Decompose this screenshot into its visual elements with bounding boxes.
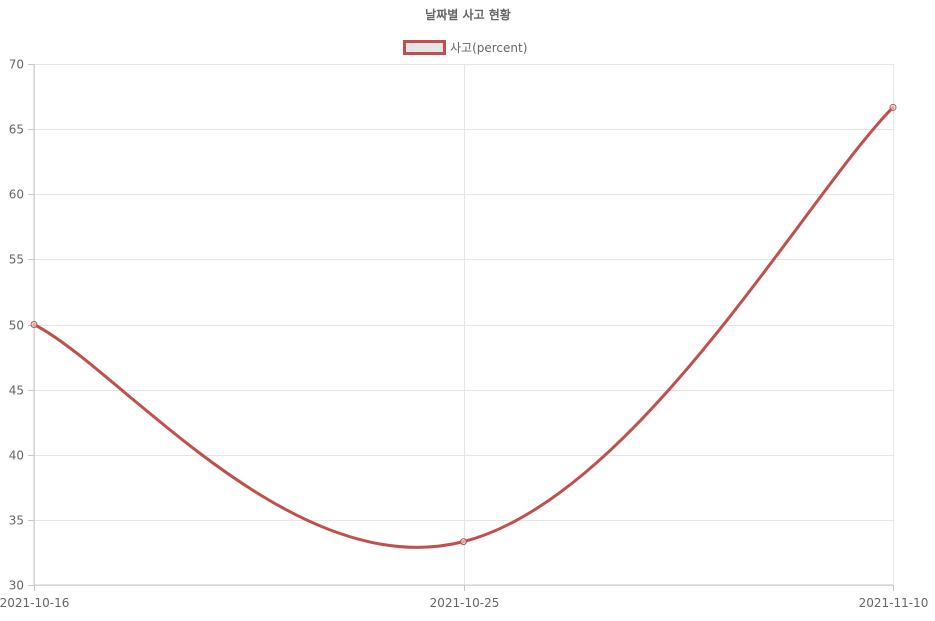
y-tick-label: 60 bbox=[9, 188, 24, 202]
x-tick-label: 2021-10-16 bbox=[0, 596, 69, 610]
legend-label[interactable]: 사고(percent) bbox=[450, 41, 527, 55]
x-axis-ticks: 2021-10-16 2021-10-25 2021-11-10 bbox=[0, 585, 928, 610]
chart-title: 날짜별 사고 현황 bbox=[425, 7, 511, 22]
y-gridlines bbox=[34, 64, 893, 586]
x-tick-label: 2021-11-10 bbox=[859, 596, 929, 610]
x-gridlines bbox=[34, 64, 894, 585]
legend-swatch[interactable] bbox=[403, 40, 446, 55]
y-tick-label: 70 bbox=[9, 58, 24, 72]
series-line bbox=[32, 105, 895, 549]
data-point[interactable] bbox=[460, 538, 467, 546]
y-tick-label: 50 bbox=[9, 319, 24, 333]
y-tick-label: 40 bbox=[9, 449, 24, 463]
x-tick-label: 2021-10-25 bbox=[430, 596, 500, 610]
y-tick-label: 45 bbox=[9, 384, 24, 398]
data-point[interactable] bbox=[889, 103, 897, 111]
y-tick-label: 35 bbox=[9, 514, 24, 528]
legend[interactable]: 사고(percent) bbox=[403, 40, 528, 55]
y-tick-label: 65 bbox=[9, 123, 24, 137]
y-tick-label: 30 bbox=[9, 579, 24, 593]
y-tick-label: 55 bbox=[9, 253, 24, 267]
data-points bbox=[30, 103, 897, 546]
data-point[interactable] bbox=[30, 321, 38, 328]
y-axis-ticks: 30 35 40 45 50 55 60 65 70 bbox=[9, 58, 34, 593]
